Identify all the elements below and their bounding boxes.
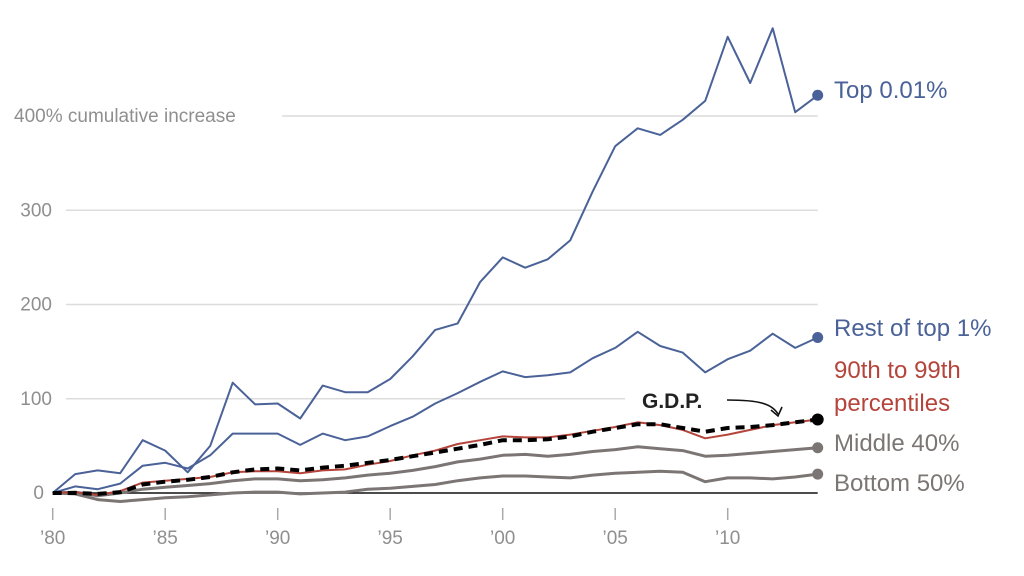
series-line-top-0-01	[52, 27, 819, 494]
series-line-90th-to-99th-percentiles	[52, 418, 818, 496]
series-line-middle-40	[52, 445, 818, 498]
x-tick-label: ’80	[40, 528, 65, 549]
gdp-annotation: G.D.P.	[642, 390, 702, 413]
series-line-rest-of-top-1	[52, 330, 819, 494]
end-dot-middle-40	[812, 442, 824, 454]
series-label-90th-to-99th-percentiles: percentiles	[834, 390, 950, 417]
x-tick-label: ’10	[715, 528, 740, 549]
annotation-arrow	[726, 399, 779, 415]
x-tick-label: ’95	[378, 528, 403, 549]
series-label-bottom-50: Bottom 50%	[834, 470, 965, 497]
end-dot-top-0-01	[812, 89, 824, 101]
end-dot-g-d-p	[811, 413, 824, 426]
y-tick-label: 200	[20, 295, 52, 316]
end-dot-bottom-50	[812, 468, 824, 480]
x-tick-label: ’90	[265, 528, 290, 549]
end-dot-rest-of-top-1	[812, 331, 824, 343]
series-line-bottom-50	[52, 469, 818, 503]
x-tick-label: ’85	[153, 528, 178, 549]
x-tick-label: ’00	[490, 528, 515, 549]
series-label-top-0-01: Top 0.01%	[834, 77, 947, 104]
x-tick-label: ’05	[603, 528, 628, 549]
y-axis-title: 400% cumulative increase	[14, 106, 236, 127]
y-tick-label: 300	[20, 200, 52, 221]
arrowhead-icon	[770, 406, 783, 418]
series-label-90th-to-99th-percentiles: 90th to 99th	[834, 357, 961, 384]
series-label-rest-of-top-1: Rest of top 1%	[834, 315, 991, 342]
y-tick-label: 100	[20, 389, 52, 410]
y-tick-label: 0	[33, 483, 44, 504]
series-label-middle-40: Middle 40%	[834, 430, 959, 457]
